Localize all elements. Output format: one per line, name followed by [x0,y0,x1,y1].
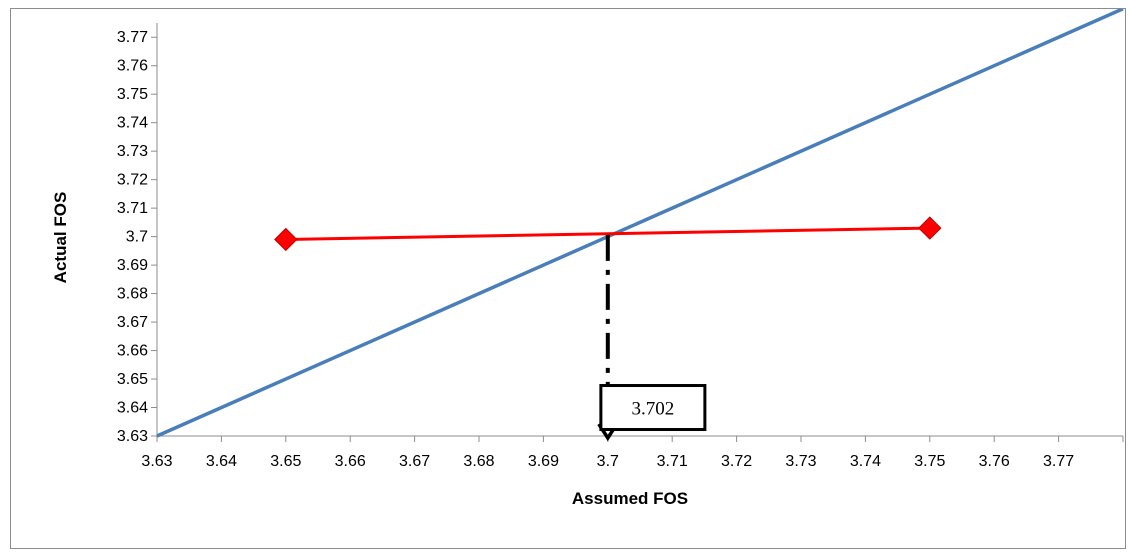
x-tick-label-7: 3.7 [597,453,619,470]
x-tick-label-6: 3.69 [528,453,559,470]
x-tick-label-5: 3.68 [463,453,494,470]
plot-layer: 3.63 3.64 3.65 3.66 3.67 3.68 3.69 3.7 3.71 3.72 3… [51,9,1124,508]
y-axis-title: Actual FOS [51,192,70,284]
series-1-point-1 [918,216,942,240]
y-tick-label-14: 3.77 [117,29,148,46]
chart-svg: 3.63 3.64 3.65 3.66 3.67 3.68 3.69 3.7 3.71 3.72 3… [51,9,1124,508]
series-line-1 [285,226,930,241]
series-line-0 [156,9,1124,438]
y-tick-label-7: 3.7 [126,229,148,246]
y-tick-label-6: 3.69 [117,257,148,274]
y-tick-label-2: 3.65 [117,371,148,388]
y-tick-label-1: 3.64 [117,400,148,417]
x-tick-label-11: 3.74 [850,453,881,470]
y-tick-label-10: 3.73 [117,143,148,160]
x-tick-label-4: 3.67 [399,453,430,470]
x-tick-label-1: 3.64 [206,453,237,470]
x-tick-label-2: 3.65 [270,453,301,470]
x-tick-label-14: 3.77 [1043,453,1074,470]
chart-area: 3.63 3.64 3.65 3.66 3.67 3.68 3.69 3.7 3.71 3.72 3… [10,8,1126,549]
y-tick-label-0: 3.63 [117,428,148,445]
x-tick-label-0: 3.63 [141,453,172,470]
series-1-point-0 [274,227,298,252]
annotation-box [599,384,707,432]
y-tick-label-5: 3.68 [117,286,148,303]
x-tick-label-10: 3.73 [785,453,816,470]
x-axis-title: Assumed FOS [572,489,688,508]
y-tick-label-4: 3.67 [117,314,148,331]
annotation-label: 3.702 [632,399,675,420]
x-tick-label-9: 3.72 [721,453,752,470]
x-tick-label-3: 3.66 [335,453,366,470]
x-tick-label-12: 3.75 [914,453,945,470]
x-tick-label-13: 3.76 [979,453,1010,470]
y-tick-label-9: 3.72 [117,172,148,189]
y-tick-label-11: 3.74 [117,115,148,132]
y-tick-label-12: 3.75 [117,86,148,103]
y-tick-label-13: 3.76 [117,58,148,75]
y-tick-label-3: 3.66 [117,343,148,360]
x-tick-label-8: 3.71 [657,453,688,470]
y-tick-label-8: 3.71 [117,200,148,217]
